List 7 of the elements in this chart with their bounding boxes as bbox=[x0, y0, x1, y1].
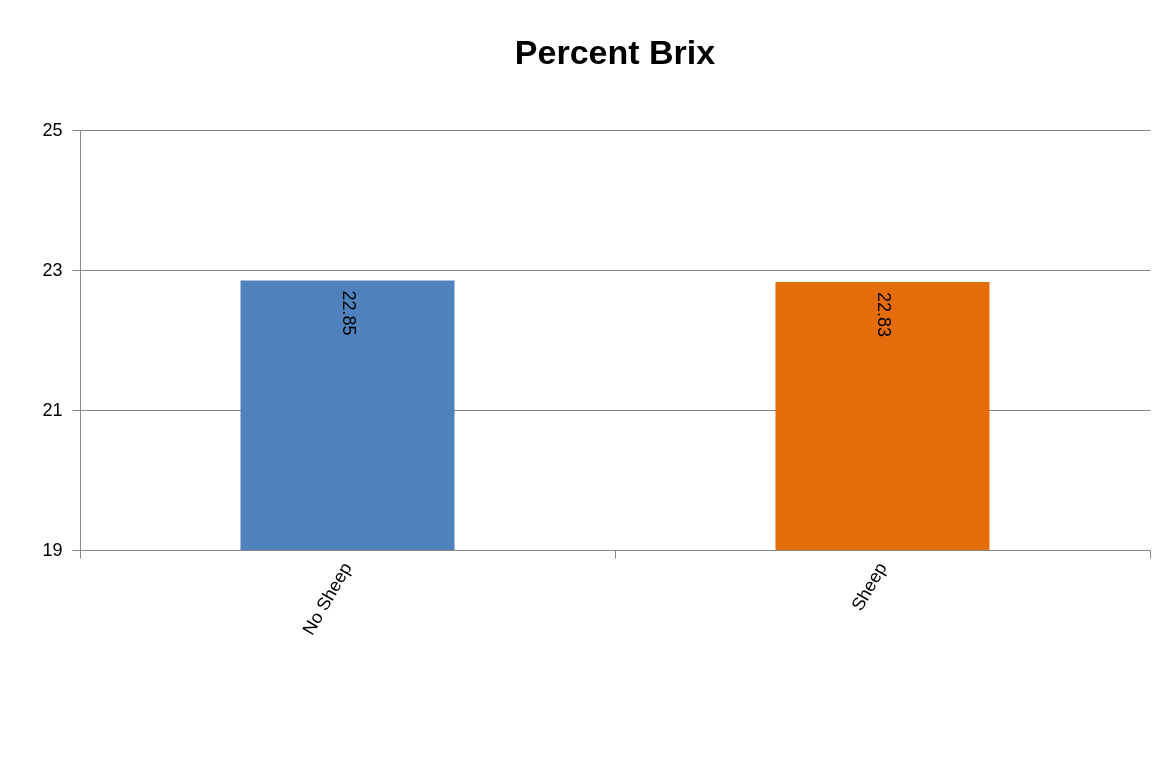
data-label: 22.83 bbox=[873, 291, 894, 337]
y-tick-label: 19 bbox=[42, 539, 63, 560]
y-tick-label: 25 bbox=[42, 119, 63, 140]
y-tick-label: 21 bbox=[42, 399, 63, 420]
y-tick-label: 23 bbox=[42, 259, 63, 280]
chart-title: Percent Brix bbox=[514, 33, 716, 71]
data-label: 22.85 bbox=[338, 290, 359, 336]
